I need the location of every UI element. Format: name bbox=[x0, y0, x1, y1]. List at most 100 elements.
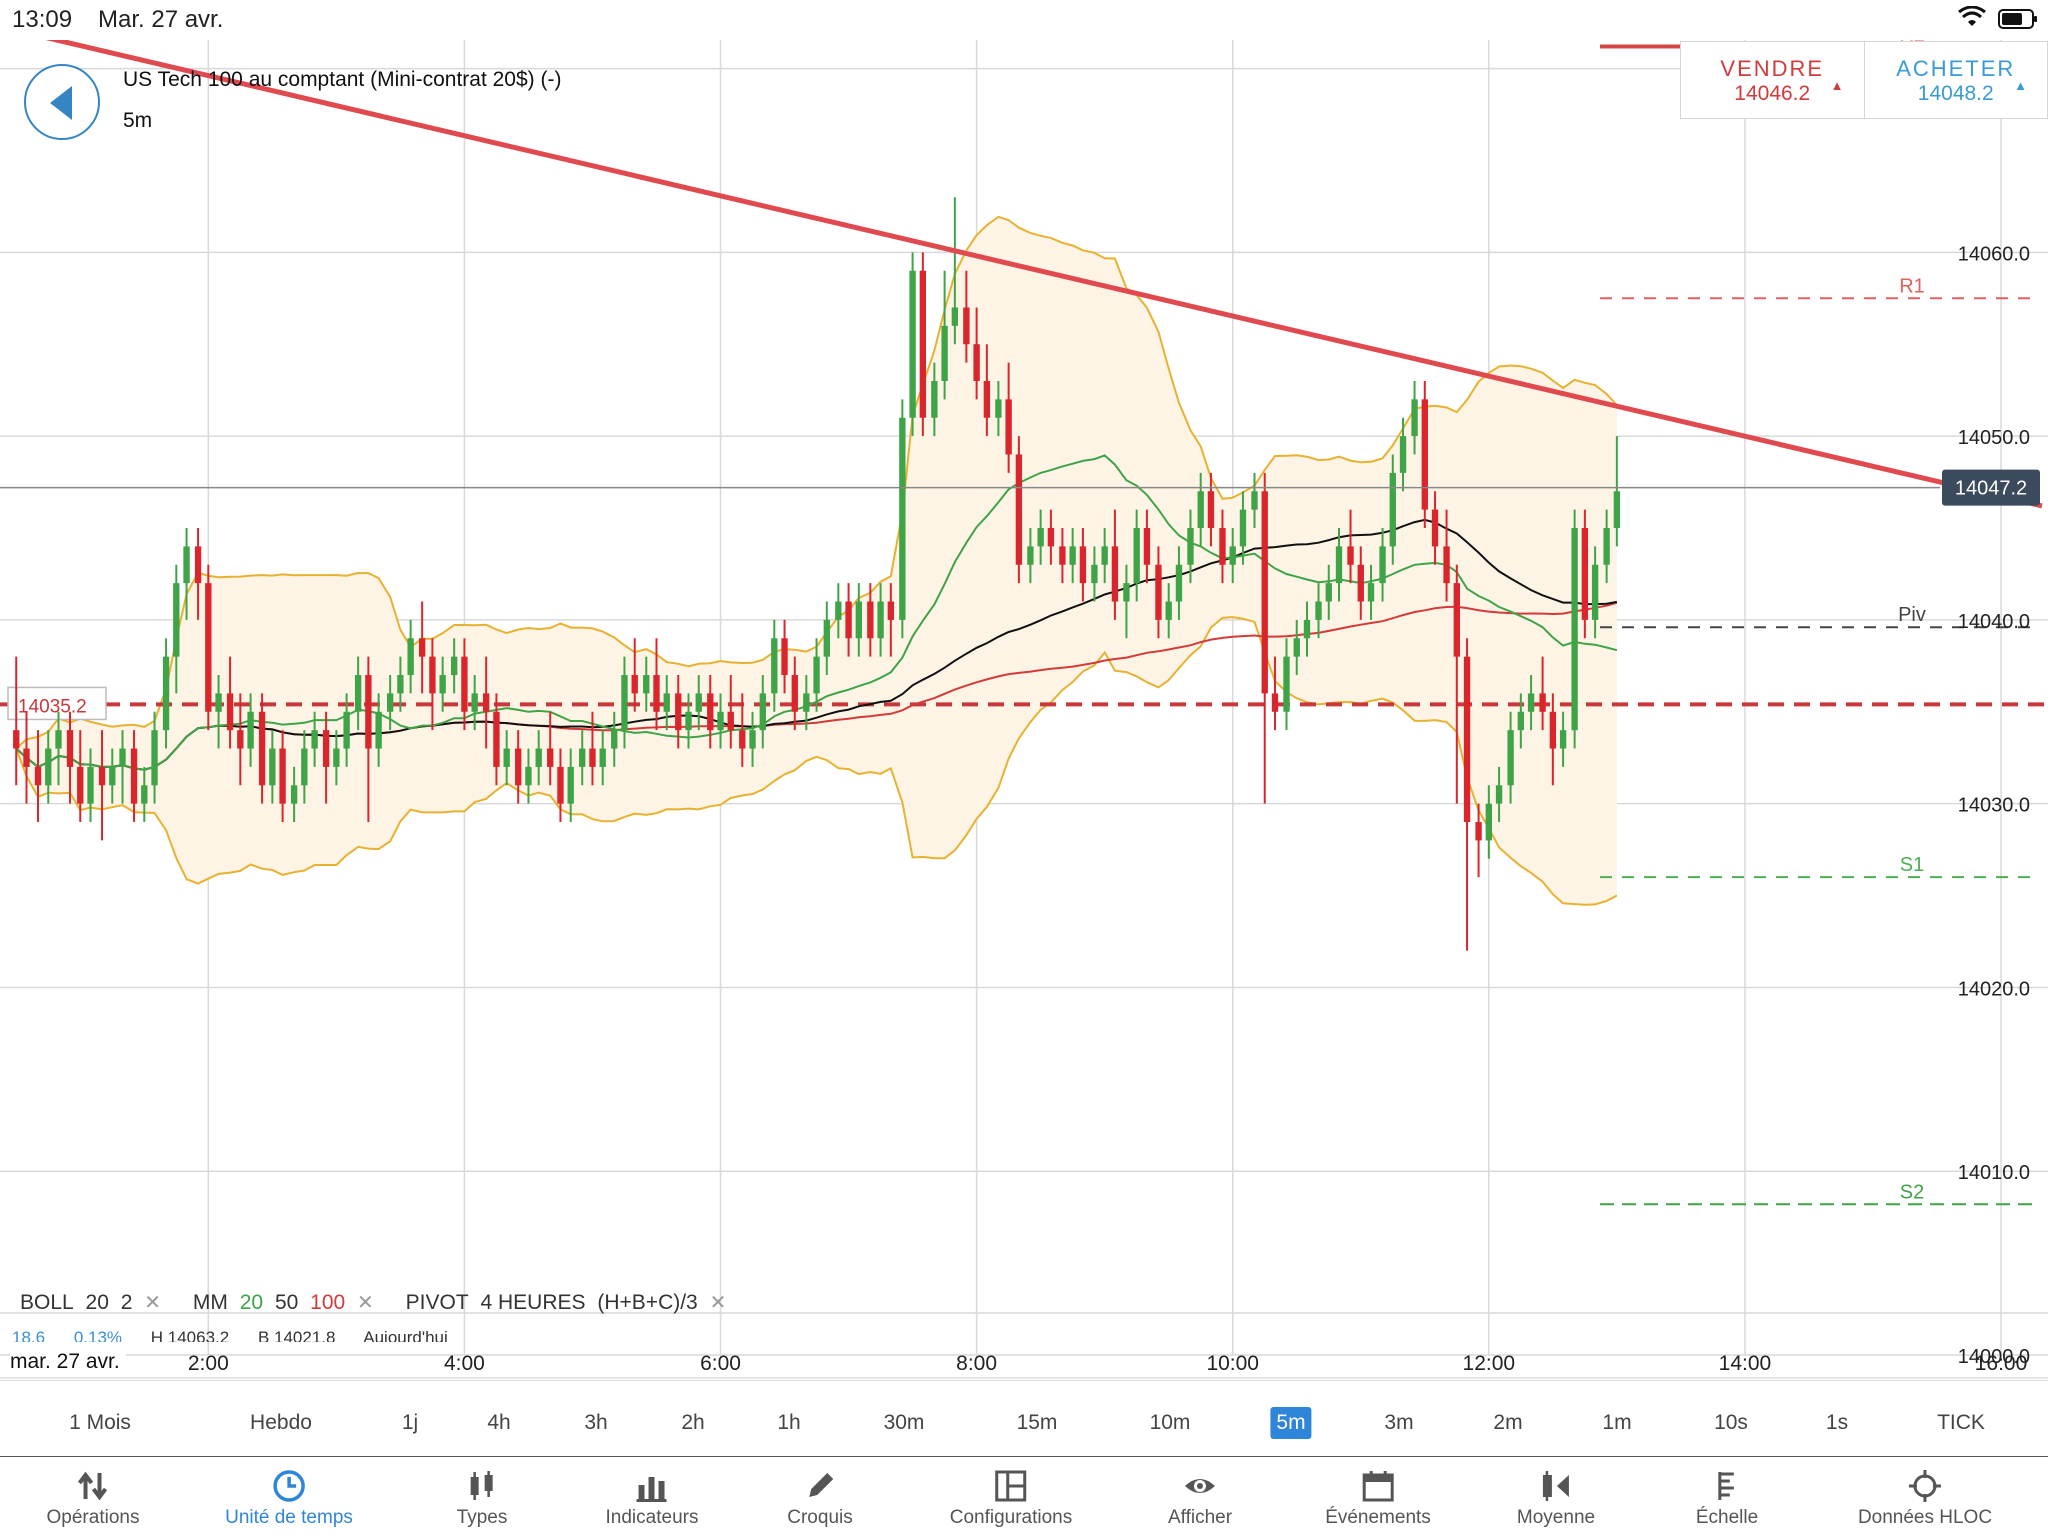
candle-body bbox=[1517, 711, 1525, 731]
candle-body bbox=[567, 766, 574, 804]
nav-scale[interactable]: Échelle bbox=[1696, 1457, 1758, 1537]
back-arrow-icon bbox=[50, 86, 72, 120]
clock-icon bbox=[272, 1469, 306, 1503]
candle-body bbox=[707, 693, 714, 731]
stats-period: Aujourd'hui bbox=[363, 1328, 448, 1342]
candle-body bbox=[205, 583, 212, 712]
nav-layout[interactable]: Configurations bbox=[950, 1457, 1072, 1537]
candle-body bbox=[1335, 546, 1343, 584]
chart-timeframe-label: 5m bbox=[123, 109, 153, 132]
nav-pencil[interactable]: Croquis bbox=[787, 1457, 853, 1537]
timeframe-5m[interactable]: 5m bbox=[1270, 1407, 1312, 1439]
candle-body bbox=[483, 693, 490, 712]
trade-panel: VENDRE 14046.2 ▲ ACHETER 14048.2 ▲ bbox=[1680, 41, 2048, 119]
change-value: 18.6 bbox=[12, 1328, 46, 1342]
candle-body bbox=[1399, 436, 1407, 473]
candle-body bbox=[1015, 454, 1023, 565]
candle-body bbox=[1251, 491, 1258, 510]
candle-body bbox=[599, 748, 606, 767]
timeframe-1m[interactable]: 1m bbox=[1602, 1411, 1632, 1434]
high-value: H 14063.2 bbox=[150, 1328, 230, 1342]
candle-body bbox=[1379, 546, 1386, 584]
candles bbox=[13, 197, 1621, 951]
back-button[interactable] bbox=[24, 64, 100, 140]
timeframe-2h[interactable]: 2h bbox=[681, 1411, 705, 1434]
candle-body bbox=[269, 748, 276, 786]
candle-body bbox=[931, 380, 938, 418]
timeframe-2m[interactable]: 2m bbox=[1493, 1411, 1523, 1434]
candle-body bbox=[739, 730, 746, 749]
candle-body bbox=[1495, 785, 1503, 804]
candle-body bbox=[1143, 528, 1151, 565]
nav-crosshair[interactable]: Données HLOC bbox=[1858, 1457, 1992, 1537]
remove-mm-icon[interactable]: ✕ bbox=[357, 1292, 374, 1314]
remove-pivot-icon[interactable]: ✕ bbox=[709, 1292, 727, 1314]
timeframe-4h[interactable]: 4h bbox=[487, 1411, 511, 1434]
nav-calendar[interactable]: Événements bbox=[1325, 1457, 1431, 1537]
candle-body bbox=[354, 675, 362, 712]
calendar-icon bbox=[1361, 1469, 1395, 1503]
nav-clock[interactable]: Unité de temps bbox=[225, 1457, 353, 1537]
timeframe-hebdo[interactable]: Hebdo bbox=[250, 1411, 312, 1434]
nav-average[interactable]: Moyenne bbox=[1517, 1457, 1595, 1537]
candle-body bbox=[717, 711, 724, 731]
buy-button[interactable]: ACHETER 14048.2 ▲ bbox=[1865, 42, 2048, 118]
timeframe-1j[interactable]: 1j bbox=[401, 1411, 419, 1434]
candle-body bbox=[663, 693, 670, 712]
candle-body bbox=[1325, 583, 1332, 602]
candle-body bbox=[503, 748, 510, 767]
candle-body bbox=[23, 748, 30, 767]
candle-body bbox=[771, 638, 778, 694]
candle-body bbox=[941, 325, 948, 381]
timeframe-3h[interactable]: 3h bbox=[584, 1411, 608, 1434]
candle-body bbox=[365, 675, 372, 749]
candle-body bbox=[1315, 601, 1322, 620]
candle-body bbox=[258, 711, 266, 786]
nav-indicators[interactable]: Indicateurs bbox=[606, 1457, 698, 1537]
candle-body bbox=[1485, 803, 1492, 841]
candle-body bbox=[1549, 711, 1557, 749]
timeframe-10m[interactable]: 10m bbox=[1149, 1411, 1191, 1434]
candle-body bbox=[407, 638, 414, 676]
candle-body bbox=[1303, 619, 1311, 639]
candle-body bbox=[1411, 399, 1418, 437]
timeframe-1s[interactable]: 1s bbox=[1825, 1411, 1849, 1434]
candle-body bbox=[87, 766, 94, 804]
candle-body bbox=[1059, 546, 1066, 565]
y-tick-label: 14020.0 bbox=[1958, 978, 2030, 1000]
candle-body bbox=[311, 730, 318, 749]
candle-body bbox=[1091, 564, 1098, 584]
price-chart[interactable]: R2R1PivS1S214035.2 14047.2 14000.014010.… bbox=[0, 40, 2048, 1380]
remove-boll-icon[interactable]: ✕ bbox=[144, 1292, 162, 1314]
candle-body bbox=[34, 766, 42, 786]
nav-candle-types[interactable]: Types bbox=[456, 1457, 508, 1537]
up-arrow-icon: ▲ bbox=[1830, 78, 1844, 93]
candle-body bbox=[557, 766, 564, 804]
status-time: 13:09 bbox=[12, 6, 73, 33]
instrument-title: US Tech 100 au comptant (Mini-contrat 20… bbox=[123, 68, 562, 91]
nav-operations[interactable]: Opérations bbox=[47, 1457, 139, 1537]
timeframe-10s[interactable]: 10s bbox=[1714, 1411, 1748, 1434]
buy-price: 14048.2 bbox=[1917, 82, 1994, 105]
pivot-formula: (H+B+C)/3 bbox=[597, 1291, 698, 1314]
timeframe-3m[interactable]: 3m bbox=[1384, 1411, 1414, 1434]
candle-body bbox=[1133, 528, 1140, 584]
pencil-icon bbox=[803, 1469, 837, 1503]
nav-label: Types bbox=[456, 1507, 508, 1528]
nav-eye[interactable]: Afficher bbox=[1168, 1457, 1232, 1537]
mm-period-1: 20 bbox=[239, 1291, 264, 1314]
candle-body bbox=[397, 675, 404, 694]
candle-body bbox=[461, 656, 468, 712]
timeframe-15m[interactable]: 15m bbox=[1016, 1411, 1058, 1434]
candle-body bbox=[1123, 583, 1130, 602]
timeframe-1-mois[interactable]: 1 Mois bbox=[69, 1411, 131, 1434]
timeframe-30m[interactable]: 30m bbox=[883, 1411, 925, 1434]
candle-body bbox=[1261, 491, 1268, 694]
timeframe-1h[interactable]: 1h bbox=[777, 1411, 801, 1434]
sell-button[interactable]: VENDRE 14046.2 ▲ bbox=[1681, 42, 1865, 118]
timeframe-tick[interactable]: TICK bbox=[1937, 1411, 1985, 1434]
candle-body bbox=[1207, 491, 1215, 529]
mm-period-2: 50 bbox=[274, 1291, 299, 1314]
last-price-label: 14047.2 bbox=[1955, 478, 2027, 500]
candle-body bbox=[1111, 546, 1119, 602]
